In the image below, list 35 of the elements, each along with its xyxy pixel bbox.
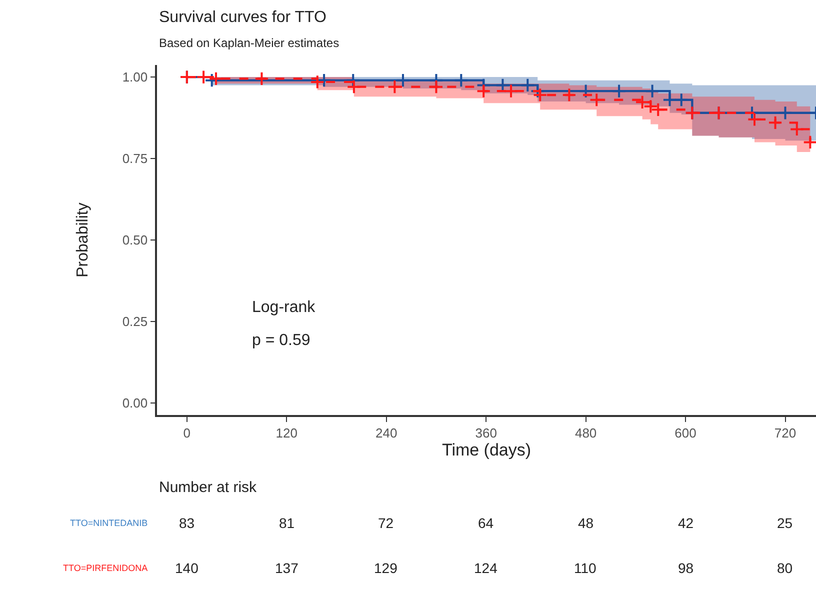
- data-label: 81: [279, 515, 295, 531]
- x-axis-title: Time (days): [442, 440, 532, 460]
- data-label: 72: [378, 515, 394, 531]
- data-label: 64: [478, 515, 494, 531]
- x-tick-label: 480: [574, 425, 597, 440]
- chart-title: Survival curves for TTO: [159, 9, 326, 26]
- x-tick-label: 120: [276, 425, 298, 440]
- chart-subtitle: Based on Kaplan-Meier estimates: [159, 36, 340, 50]
- data-label: 140: [175, 560, 199, 576]
- chart-title: Number at risk: [159, 479, 258, 496]
- y-tick-label: 0.25: [122, 314, 148, 330]
- data-label: 129: [374, 560, 398, 576]
- data-label: 124: [474, 560, 498, 576]
- x-tick-label: 360: [475, 425, 497, 440]
- x-tick-label: 600: [674, 425, 696, 440]
- y-tick-label: 0.00: [122, 395, 148, 410]
- data-label: 25: [777, 515, 793, 531]
- y-tick-label: TTO=NINTEDANIB: [70, 518, 148, 528]
- data-label: 98: [678, 560, 694, 576]
- data-label: 110: [574, 560, 597, 576]
- y-tick-label: 0.75: [122, 151, 148, 166]
- x-tick-label: 0: [183, 425, 191, 440]
- data-label: 83: [179, 515, 195, 531]
- annotation: p = 0.59: [252, 332, 310, 349]
- data-label: 80: [777, 560, 793, 576]
- y-axis-title: Probability: [74, 202, 92, 278]
- x-tick-label: 240: [376, 425, 398, 440]
- y-tick-label: 0.50: [122, 232, 148, 248]
- y-tick-label: 1.00: [122, 70, 148, 85]
- data-label: 137: [275, 560, 299, 576]
- data-label: 48: [578, 515, 594, 531]
- annotation: Log-rank: [252, 299, 316, 316]
- x-tick-label: 720: [774, 425, 796, 440]
- data-label: 42: [678, 515, 694, 531]
- y-tick-label: TTO=PIRFENIDONA: [63, 563, 148, 573]
